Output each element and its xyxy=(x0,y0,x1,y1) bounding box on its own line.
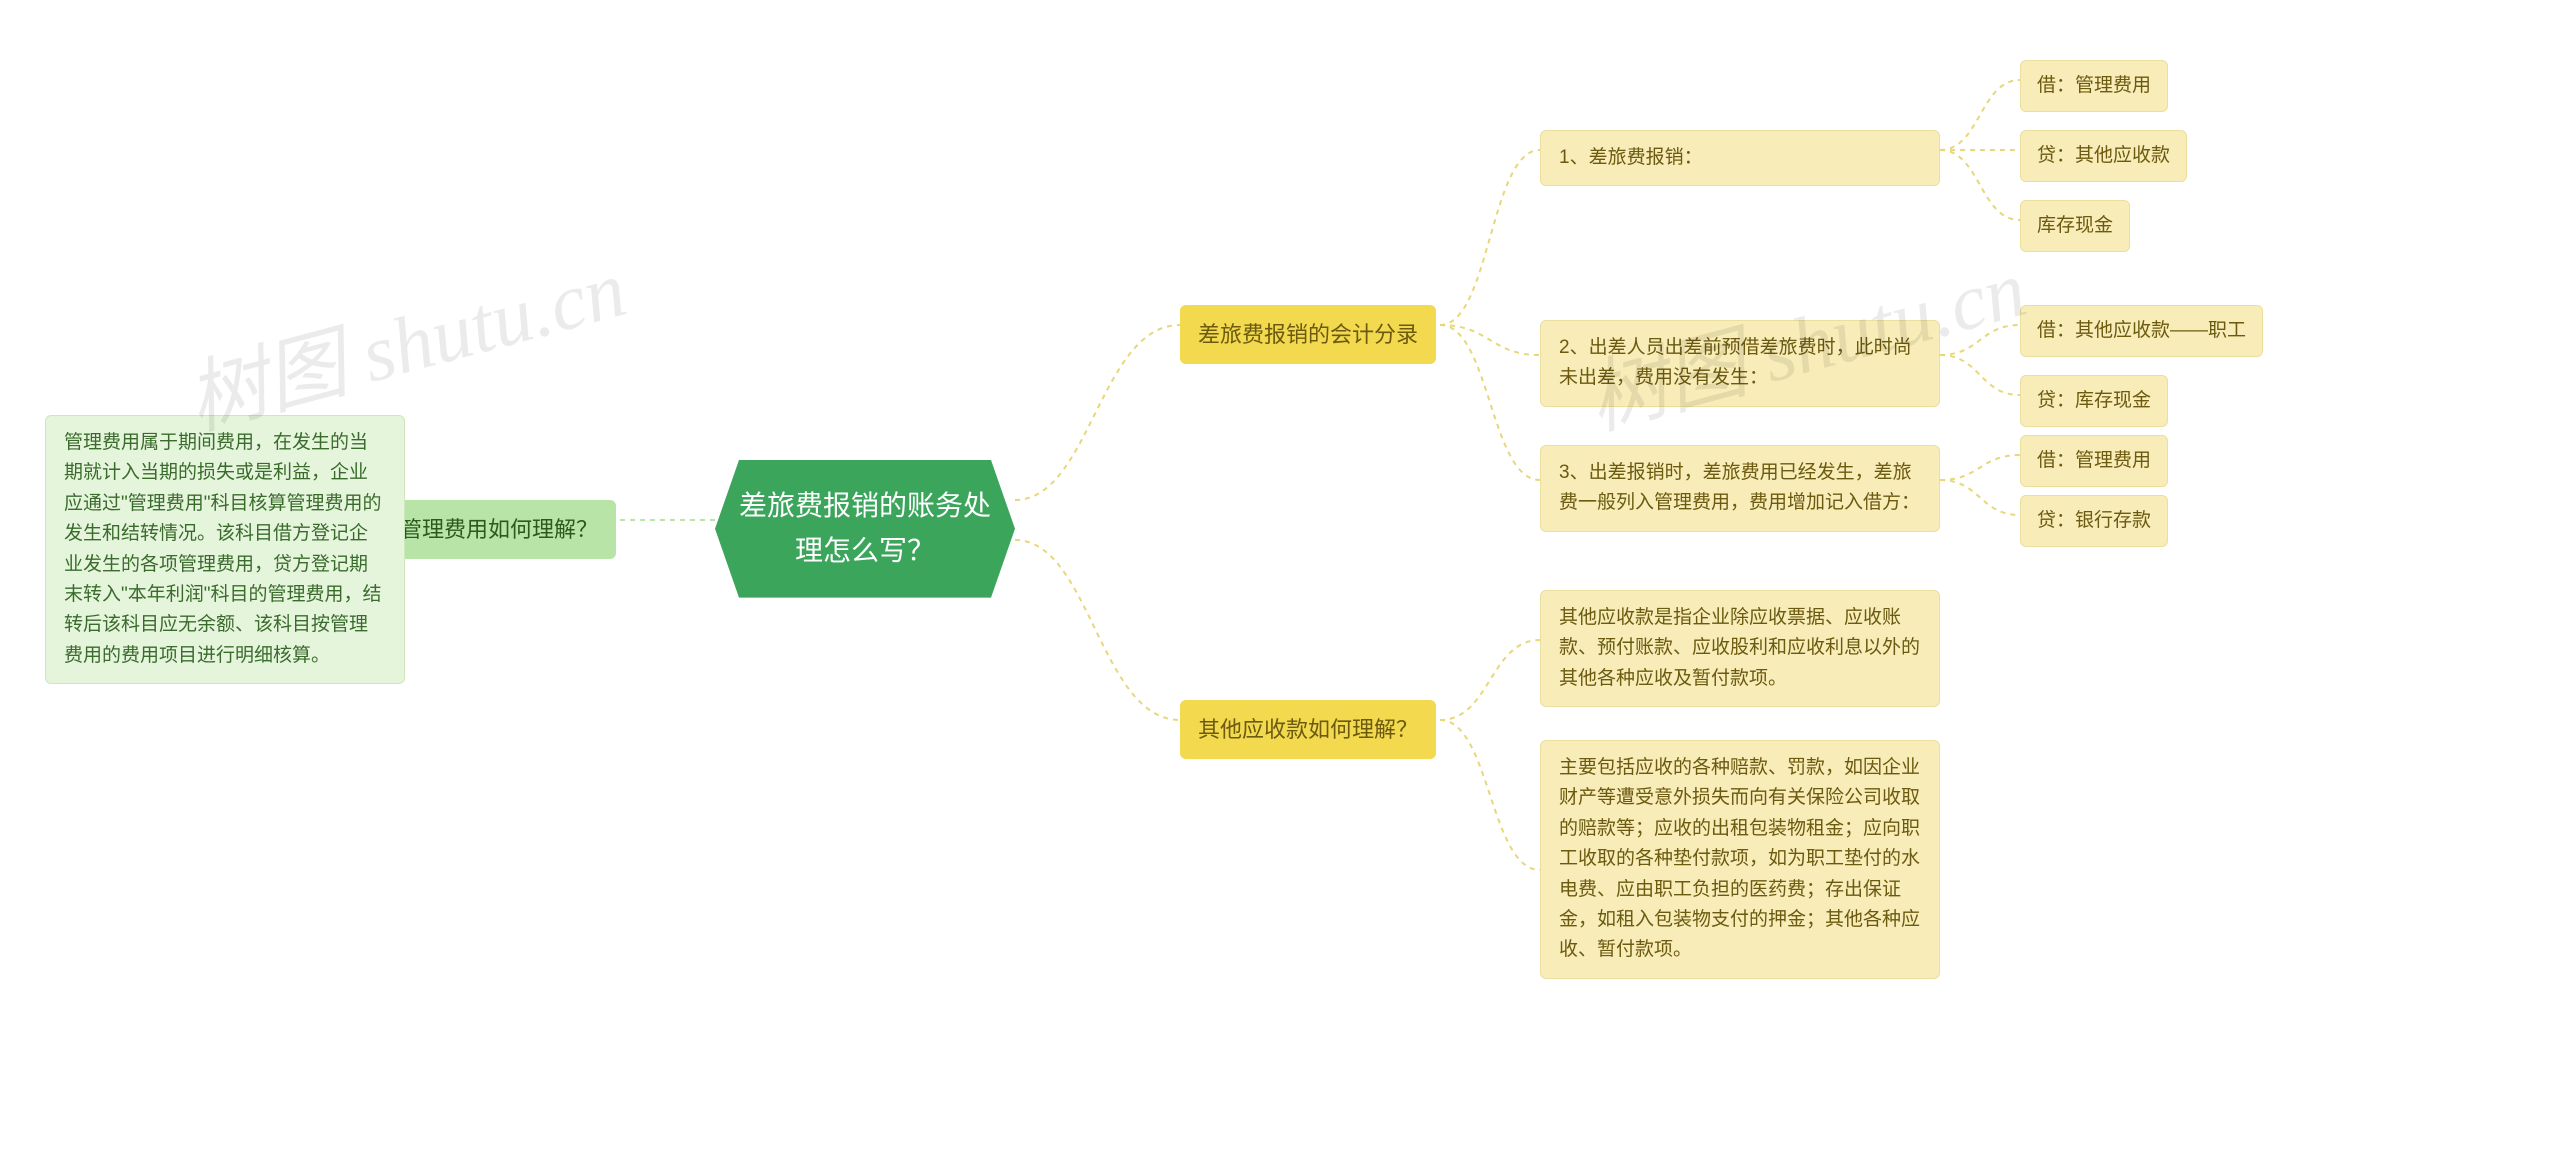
left-branch: 管理费用如何理解？ xyxy=(382,500,616,559)
sub3-item-1: 贷：银行存款 xyxy=(2020,495,2168,547)
sub1-item-1: 贷：其他应收款 xyxy=(2020,130,2187,182)
right-branch-1: 差旅费报销的会计分录 xyxy=(1180,305,1436,364)
sub2-item-0: 借：其他应收款——职工 xyxy=(2020,305,2263,357)
root-node: 差旅费报销的账务处理怎么写？ xyxy=(715,460,1015,598)
sub2-item-1: 贷：库存现金 xyxy=(2020,375,2168,427)
left-leaf: 管理费用属于期间费用，在发生的当期就计入当期的损失或是利益，企业应通过"管理费用… xyxy=(45,415,405,684)
sub1-item-0: 借：管理费用 xyxy=(2020,60,2168,112)
sub1-title: 1、差旅费报销： xyxy=(1540,130,1940,186)
branch2-leaf1: 其他应收款是指企业除应收票据、应收账款、预付账款、应收股利和应收利息以外的其他各… xyxy=(1540,590,1940,707)
sub3-title: 3、出差报销时，差旅费用已经发生，差旅费一般列入管理费用，费用增加记入借方： xyxy=(1540,445,1940,532)
right-branch-2: 其他应收款如何理解？ xyxy=(1180,700,1436,759)
sub2-title: 2、出差人员出差前预借差旅费时，此时尚未出差，费用没有发生： xyxy=(1540,320,1940,407)
branch2-leaf2: 主要包括应收的各种赔款、罚款，如因企业财产等遭受意外损失而向有关保险公司收取的赔… xyxy=(1540,740,1940,979)
sub3-item-0: 借：管理费用 xyxy=(2020,435,2168,487)
sub1-item-2: 库存现金 xyxy=(2020,200,2130,252)
